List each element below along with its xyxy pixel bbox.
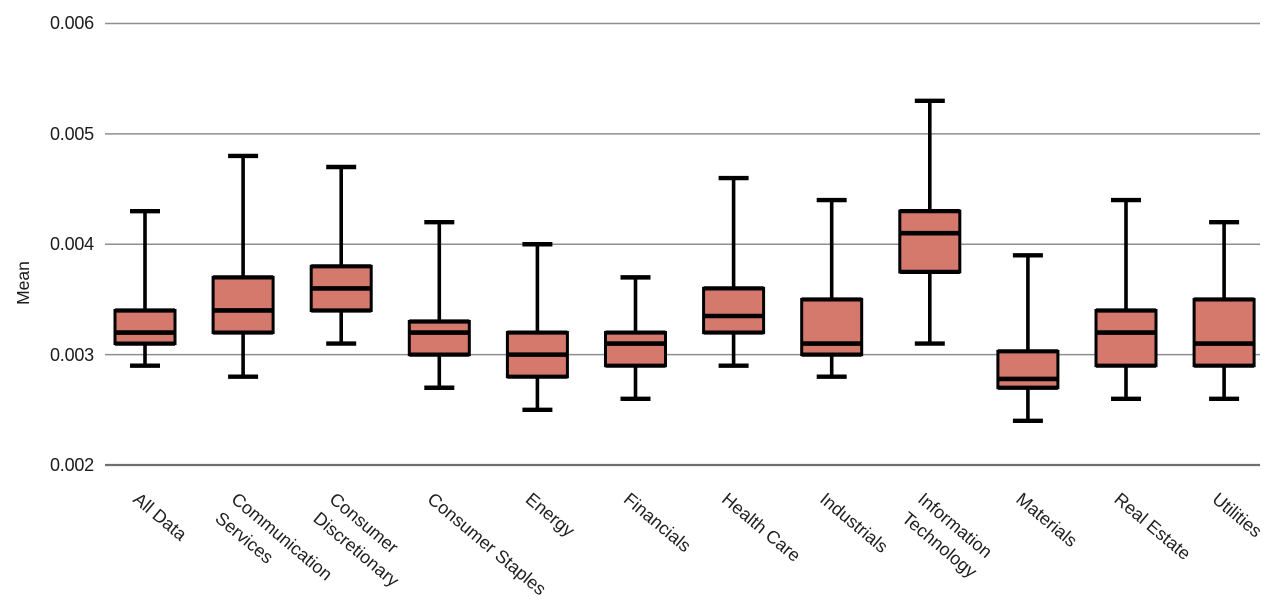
iqr-box xyxy=(1094,308,1158,368)
iqr-box xyxy=(407,320,471,357)
x-label-energy: Energy xyxy=(522,489,579,541)
y-tick-label-0005: 0.005 xyxy=(49,124,94,144)
box-information-technology xyxy=(898,98,962,346)
x-label-real-estate: Real Estate xyxy=(1110,489,1194,564)
box-real-estate xyxy=(1094,197,1158,401)
y-tick-label-0004: 0.004 xyxy=(49,234,94,254)
y-tick-label-0006: 0.006 xyxy=(49,13,94,33)
box-materials xyxy=(996,253,1060,424)
iqr-box xyxy=(1192,297,1256,368)
iqr-box xyxy=(211,275,275,335)
y-tick-label-0003: 0.003 xyxy=(49,345,94,365)
x-label-utilities: Utilities xyxy=(1209,489,1266,542)
gridlines xyxy=(105,22,1260,467)
box-communication-services xyxy=(211,153,275,379)
iqr-box xyxy=(702,286,766,335)
x-label-communication-services: CommunicationServices xyxy=(211,489,336,600)
box-energy xyxy=(505,242,569,413)
box-utilities xyxy=(1192,219,1256,401)
box-all-data xyxy=(113,208,177,368)
iqr-box xyxy=(996,349,1060,390)
x-axis-labels: All Data CommunicationServices ConsumerDis… xyxy=(129,489,1265,600)
y-tick-label-0002: 0.002 xyxy=(49,455,94,475)
iqr-box xyxy=(898,209,962,274)
iqr-box xyxy=(113,308,177,346)
box-consumer-staples xyxy=(407,219,471,390)
box-consumer-discretionary xyxy=(309,164,373,346)
box-industrials xyxy=(800,197,864,379)
box-health-care xyxy=(702,175,766,368)
iqr-box xyxy=(800,297,864,357)
x-label-information-technology: InformationTechnology xyxy=(898,489,997,582)
x-label-all-data: All Data xyxy=(129,489,191,545)
iqr-box xyxy=(604,331,667,368)
x-label-materials: Materials xyxy=(1012,489,1081,551)
x-label-financials: Financials xyxy=(620,489,695,556)
x-label-industrials: Industrials xyxy=(816,489,892,557)
boxes xyxy=(113,98,1256,424)
x-label-health-care: Health Care xyxy=(718,489,804,566)
box-financials xyxy=(604,275,667,401)
